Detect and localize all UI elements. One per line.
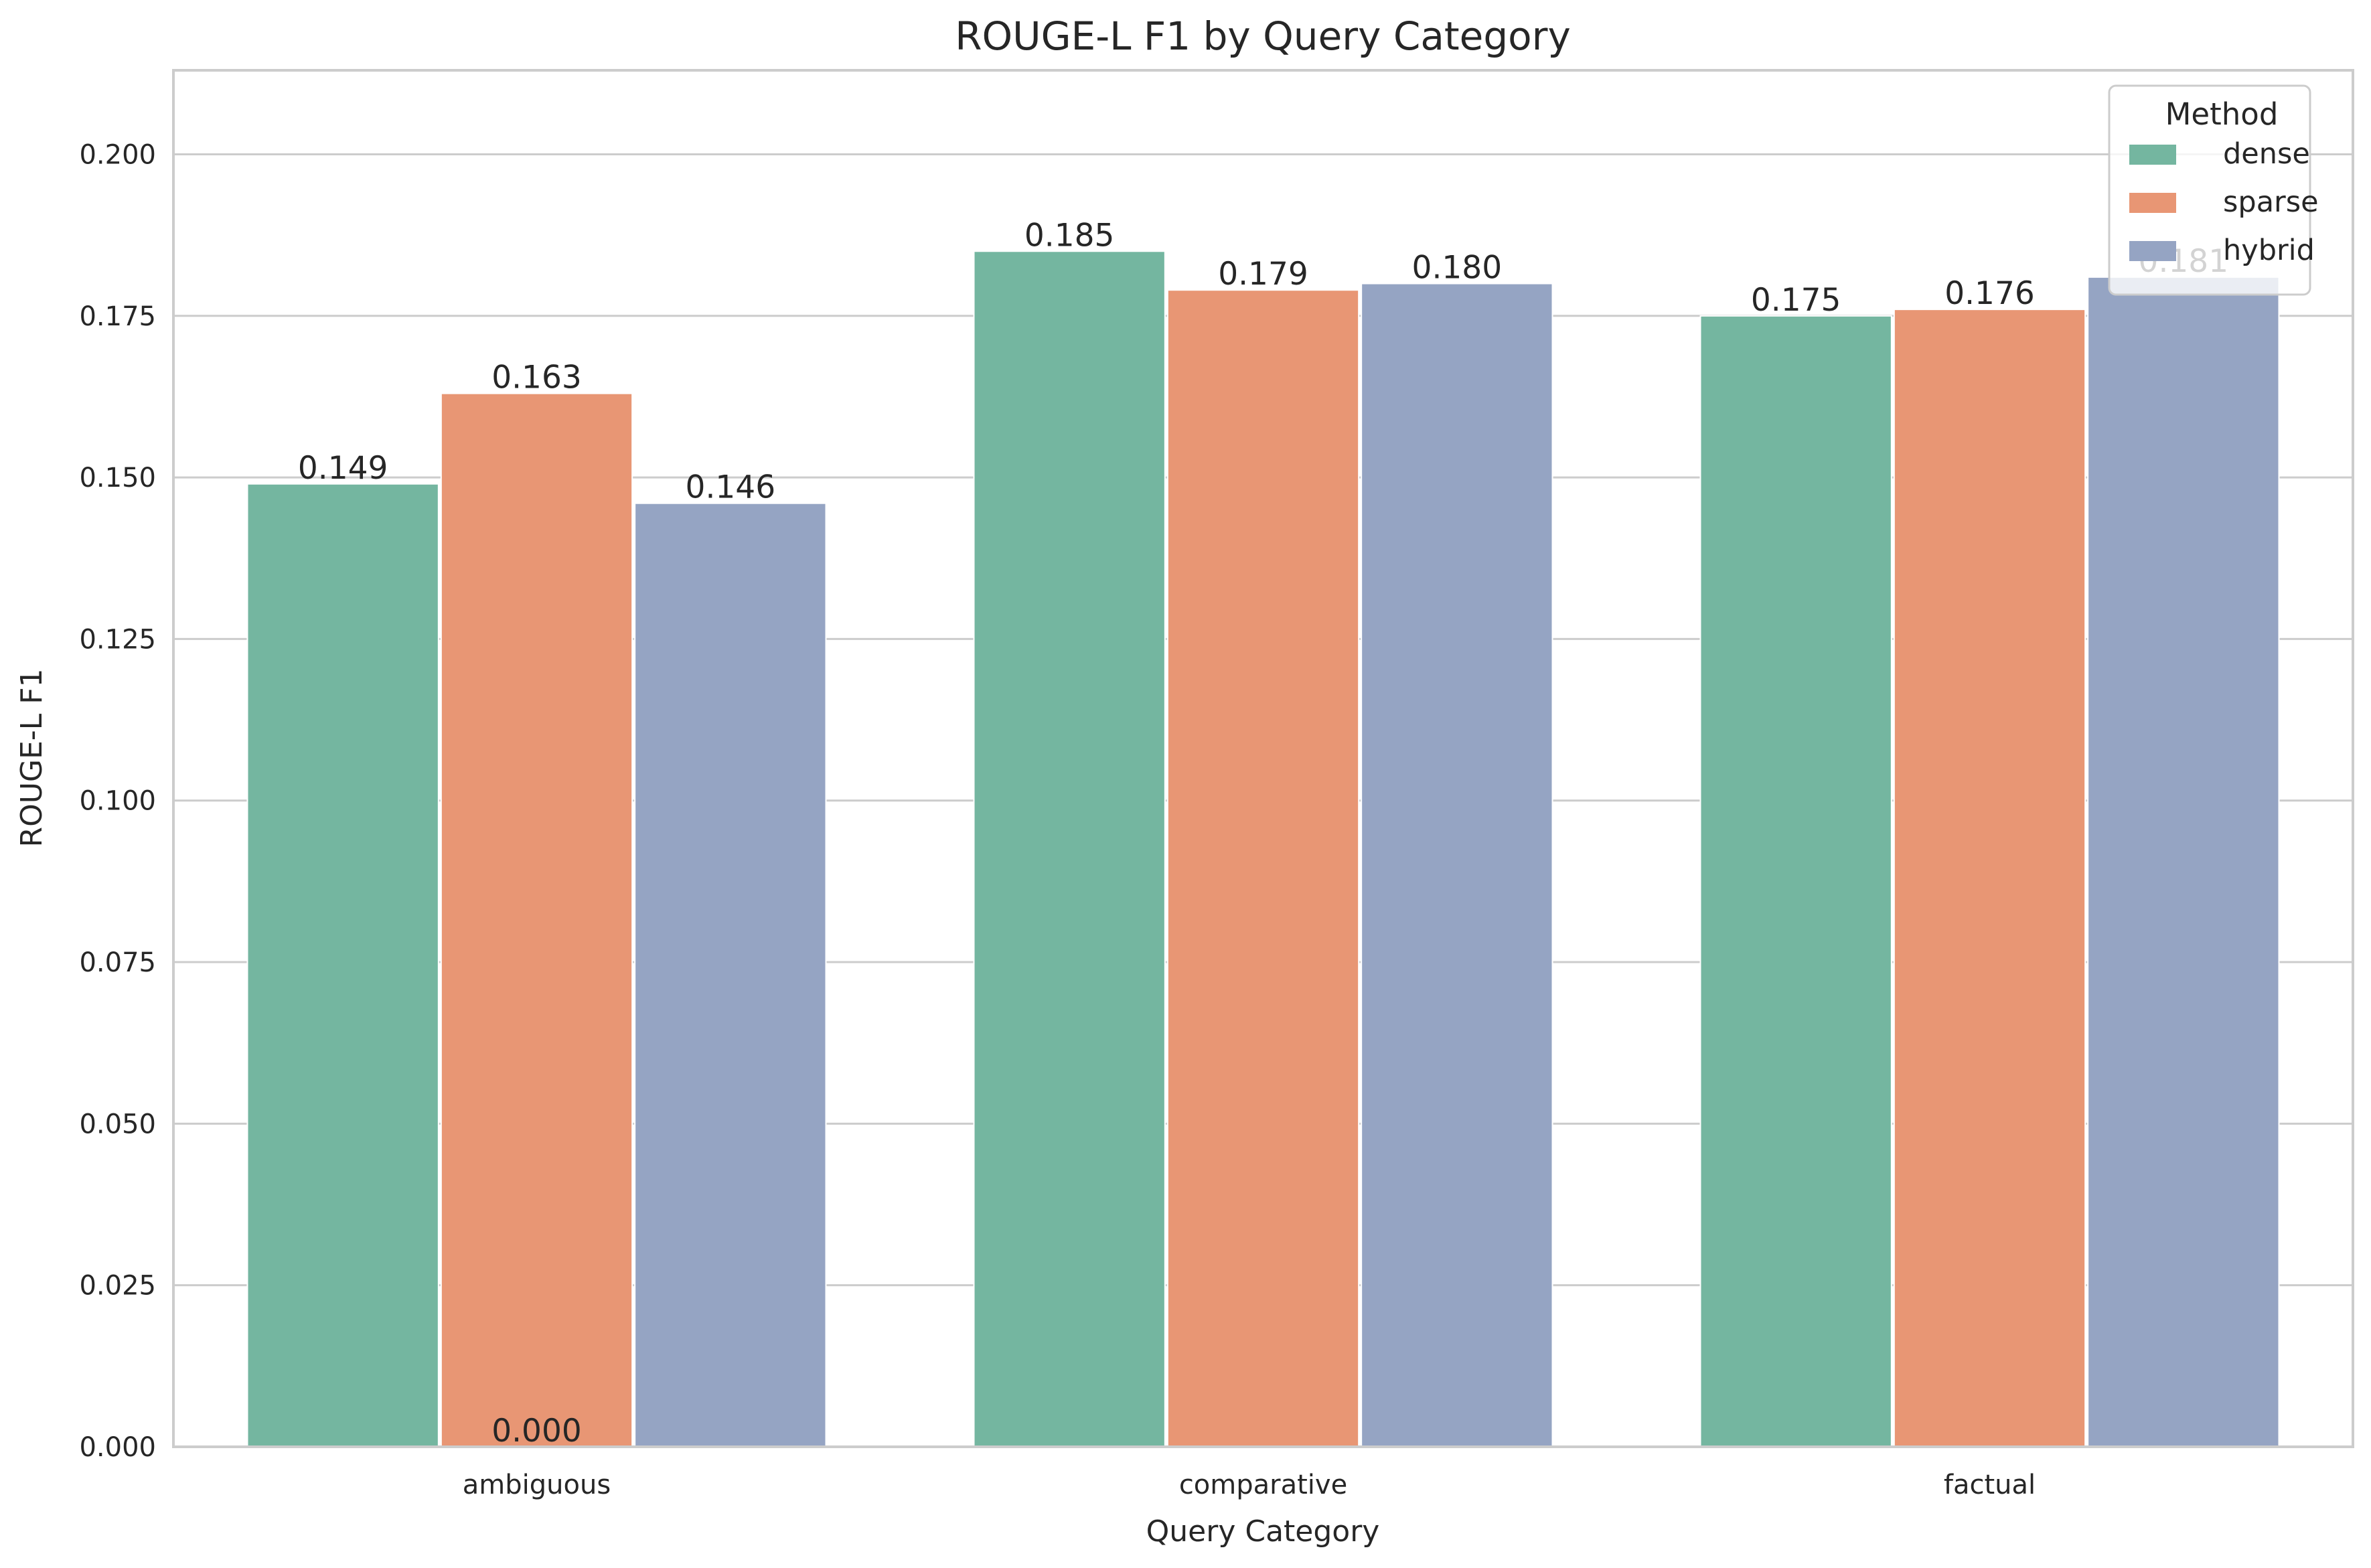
bar-value-label: 0.149	[298, 450, 388, 487]
plot-frame	[172, 69, 2354, 1448]
legend: Method dense sparse hybrid	[2108, 84, 2319, 296]
bar-sparse-ambiguous	[440, 392, 633, 1447]
bar-dense-comparative	[973, 250, 1166, 1447]
x-axis-title: Query Category	[1146, 1514, 1380, 1549]
bar-dense-ambiguous	[246, 483, 439, 1447]
bar-value-label: 0.175	[1751, 282, 1841, 319]
bar-value-label: 0.180	[1412, 250, 1503, 287]
y-tick-label: 0.125	[79, 624, 156, 655]
legend-label-dense: dense	[2223, 137, 2310, 171]
legend-label-hybrid: hybrid	[2223, 234, 2315, 267]
y-tick-label: 0.150	[79, 463, 156, 493]
y-axis-title: ROUGE-L F1	[15, 669, 49, 848]
legend-title: Method	[2165, 96, 2279, 132]
y-tick-label: 0.100	[79, 786, 156, 817]
y-tick-label: 0.175	[79, 301, 156, 332]
y-tick-label: 0.200	[79, 139, 156, 170]
bar-hybrid-comparative	[1361, 283, 1553, 1448]
x-tick-label: comparative	[1179, 1470, 1347, 1500]
x-tick-labels: ambiguous comparative factual	[463, 1470, 2036, 1500]
bar-value-label: 0.179	[1218, 256, 1308, 293]
bar-sparse-comparative	[1166, 289, 1360, 1448]
bar-value-label: 0.176	[1944, 275, 2035, 312]
y-tick-label: 0.075	[79, 947, 156, 978]
bar-hybrid-ambiguous	[634, 502, 827, 1447]
legend-swatch-dense	[2129, 145, 2176, 165]
legend-label-sparse: sparse	[2223, 185, 2319, 219]
bar-sparse-factual	[1893, 309, 2086, 1448]
legend-swatch-sparse	[2129, 193, 2176, 213]
bar-value-label: 0.146	[686, 469, 776, 506]
bar-dense-factual	[1699, 315, 1892, 1448]
legend-items: dense sparse hybrid	[2129, 137, 2319, 267]
x-tick-label: ambiguous	[463, 1470, 611, 1500]
y-tick-label: 0.050	[79, 1109, 156, 1140]
y-tick-label: 0.025	[79, 1271, 156, 1302]
bar-hybrid-factual	[2087, 276, 2280, 1448]
bar-value-label: 0.185	[1024, 217, 1115, 254]
bars	[246, 250, 2280, 1448]
bar-value-label-zero: 0.000	[491, 1413, 582, 1449]
chart-title: ROUGE-L F1 by Query Category	[955, 13, 1571, 59]
bar-value-label: 0.163	[491, 360, 582, 396]
y-tick-labels: 0.000 0.025 0.050 0.075 0.100 0.125 0.150 0.175…	[79, 139, 156, 1463]
legend-swatch-hybrid	[2129, 241, 2176, 261]
y-tick-label: 0.000	[79, 1432, 156, 1463]
x-tick-label: factual	[1944, 1470, 2036, 1500]
